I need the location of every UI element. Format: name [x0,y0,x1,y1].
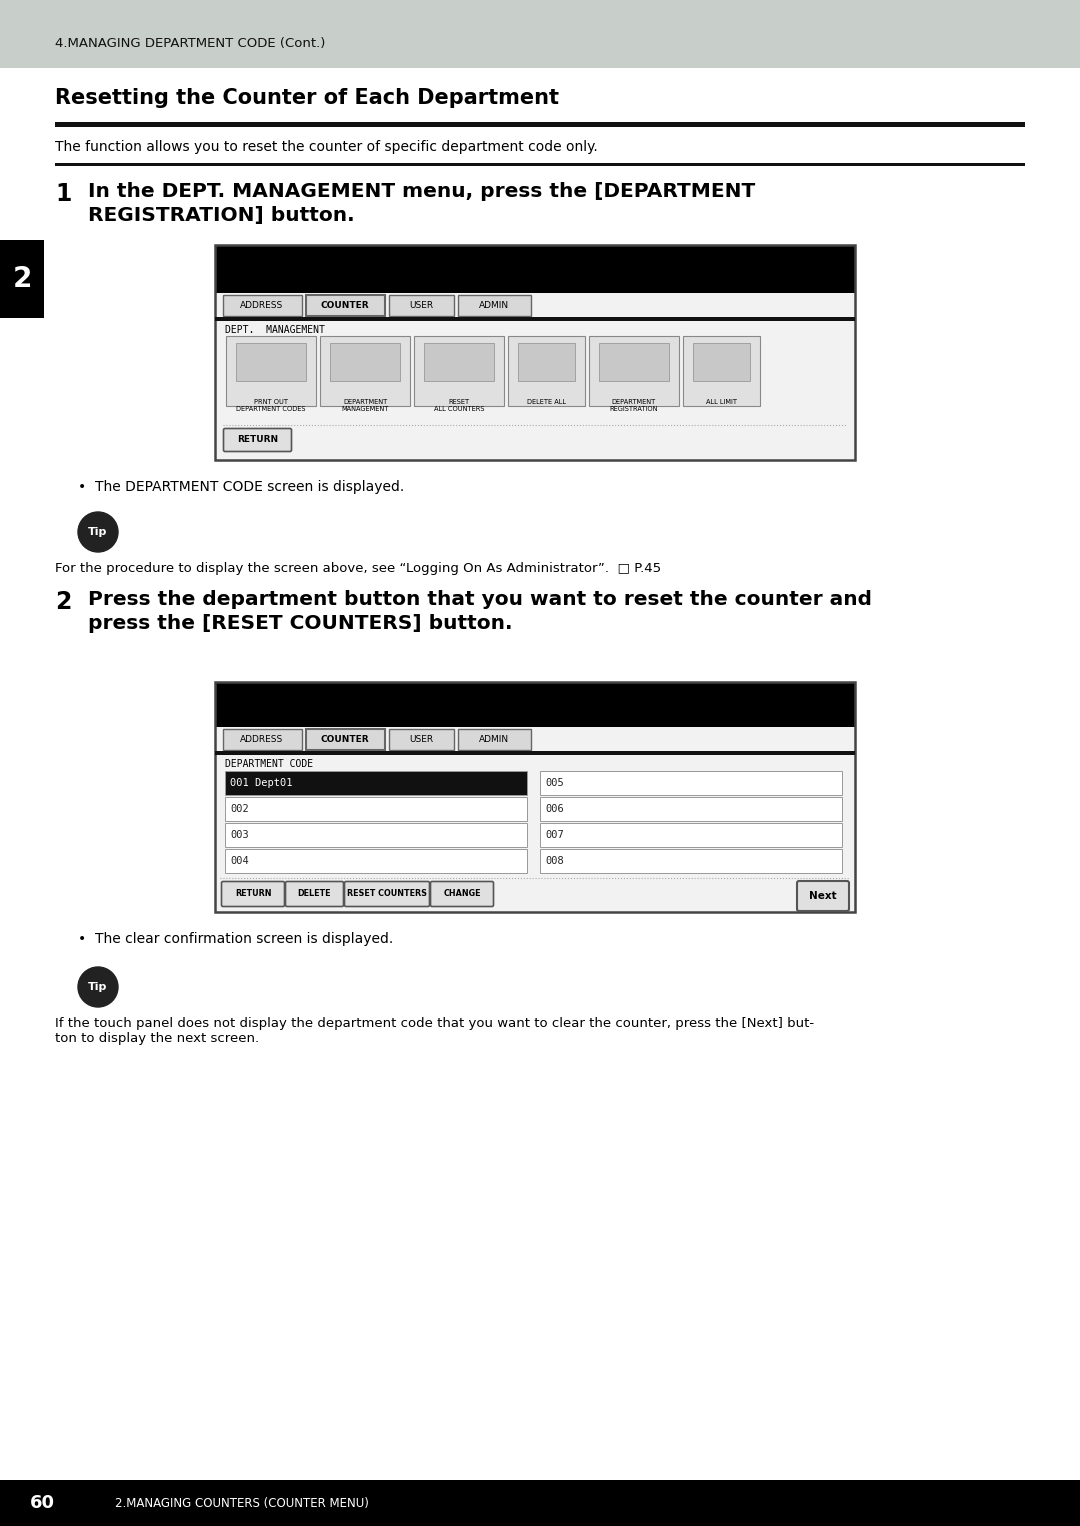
Text: USER: USER [409,734,433,743]
Bar [225,797,527,821]
Text: 006: 006 [545,804,564,813]
Text: 001 Dept01: 001 Dept01 [230,778,293,787]
Text: 005: 005 [545,778,564,787]
Text: ADMIN: ADMIN [478,301,509,310]
Text: PRNT OUT
DEPARTMENT CODES: PRNT OUT DEPARTMENT CODES [237,398,306,412]
Text: ADDRESS: ADDRESS [241,734,284,743]
Circle shape [78,513,118,552]
Circle shape [78,967,118,1007]
Bar [215,317,855,320]
Bar [0,1480,1080,1526]
FancyBboxPatch shape [345,882,430,906]
FancyBboxPatch shape [431,882,494,906]
Bar [215,293,855,459]
Text: ALL LIMIT: ALL LIMIT [706,398,737,404]
Bar [330,343,400,382]
Bar [215,751,855,755]
FancyBboxPatch shape [224,429,292,452]
Bar [599,343,669,382]
FancyBboxPatch shape [221,882,284,906]
Bar [215,246,855,459]
FancyBboxPatch shape [222,728,301,749]
Bar [215,682,855,726]
Bar [518,343,575,382]
FancyBboxPatch shape [414,336,504,406]
Text: DEPARTMENT CODE: DEPARTMENT CODE [225,758,313,769]
Text: 004: 004 [230,856,248,865]
FancyBboxPatch shape [320,336,410,406]
FancyBboxPatch shape [222,295,301,316]
FancyBboxPatch shape [306,295,384,316]
FancyBboxPatch shape [458,728,530,749]
Text: 008: 008 [545,856,564,865]
Text: If the touch panel does not display the department code that you want to clear t: If the touch panel does not display the … [55,1016,814,1045]
FancyBboxPatch shape [389,295,454,316]
Text: In the DEPT. MANAGEMENT menu, press the [DEPARTMENT
REGISTRATION] button.: In the DEPT. MANAGEMENT menu, press the … [87,182,755,226]
Text: •  The clear confirmation screen is displayed.: • The clear confirmation screen is displ… [78,932,393,946]
Bar [237,343,306,382]
Text: DELETE ALL: DELETE ALL [527,398,566,404]
Text: 007: 007 [545,830,564,839]
Bar [55,163,1025,165]
Text: RETURN: RETURN [237,435,278,444]
FancyBboxPatch shape [226,336,316,406]
Text: 1: 1 [55,182,71,206]
Bar [0,0,1080,69]
Text: RETURN: RETURN [234,890,271,899]
Bar [215,682,855,913]
Bar [225,771,527,795]
Text: Next: Next [809,891,837,900]
Text: ADDRESS: ADDRESS [241,301,284,310]
Bar [215,246,855,293]
Bar [225,848,527,873]
Bar [540,848,842,873]
Bar [55,122,1025,127]
FancyBboxPatch shape [285,882,343,906]
Text: DELETE: DELETE [298,890,332,899]
FancyBboxPatch shape [508,336,585,406]
FancyBboxPatch shape [589,336,679,406]
Text: Tip: Tip [89,983,108,992]
Bar [424,343,494,382]
Text: 60: 60 [30,1494,55,1512]
Text: The function allows you to reset the counter of specific department code only.: The function allows you to reset the cou… [55,140,597,154]
Bar [693,343,750,382]
Text: DEPARTMENT
MANAGEMENT: DEPARTMENT MANAGEMENT [341,398,389,412]
Bar [215,726,855,913]
FancyBboxPatch shape [458,295,530,316]
Bar [225,823,527,847]
FancyBboxPatch shape [389,728,454,749]
Bar [540,771,842,795]
Text: DEPT.  MANAGEMENT: DEPT. MANAGEMENT [225,325,325,336]
Text: 002: 002 [230,804,248,813]
Bar [540,823,842,847]
FancyBboxPatch shape [683,336,760,406]
Text: COUNTER: COUNTER [321,734,369,743]
Text: RESET COUNTERS: RESET COUNTERS [347,890,427,899]
Text: For the procedure to display the screen above, see “Logging On As Administrator”: For the procedure to display the screen … [55,562,661,575]
Text: COUNTER: COUNTER [321,301,369,310]
FancyBboxPatch shape [797,881,849,911]
Text: 4.MANAGING DEPARTMENT CODE (Cont.): 4.MANAGING DEPARTMENT CODE (Cont.) [55,37,325,49]
Text: 2.MANAGING COUNTERS (COUNTER MENU): 2.MANAGING COUNTERS (COUNTER MENU) [114,1497,369,1509]
Text: 2: 2 [55,591,71,613]
Text: 003: 003 [230,830,248,839]
Text: DEPARTMENT
REGISTRATION: DEPARTMENT REGISTRATION [610,398,658,412]
Text: Tip: Tip [89,526,108,537]
FancyBboxPatch shape [306,728,384,749]
Text: ADMIN: ADMIN [478,734,509,743]
Text: CHANGE: CHANGE [443,890,481,899]
Text: USER: USER [409,301,433,310]
Bar [540,797,842,821]
Text: Resetting the Counter of Each Department: Resetting the Counter of Each Department [55,89,559,108]
Text: Press the department button that you want to reset the counter and
press the [RE: Press the department button that you wan… [87,591,872,633]
Text: RESET
ALL COUNTERS: RESET ALL COUNTERS [434,398,484,412]
Text: •  The DEPARTMENT CODE screen is displayed.: • The DEPARTMENT CODE screen is displaye… [78,481,404,494]
Text: 2: 2 [12,266,31,293]
Bar [0,240,44,317]
